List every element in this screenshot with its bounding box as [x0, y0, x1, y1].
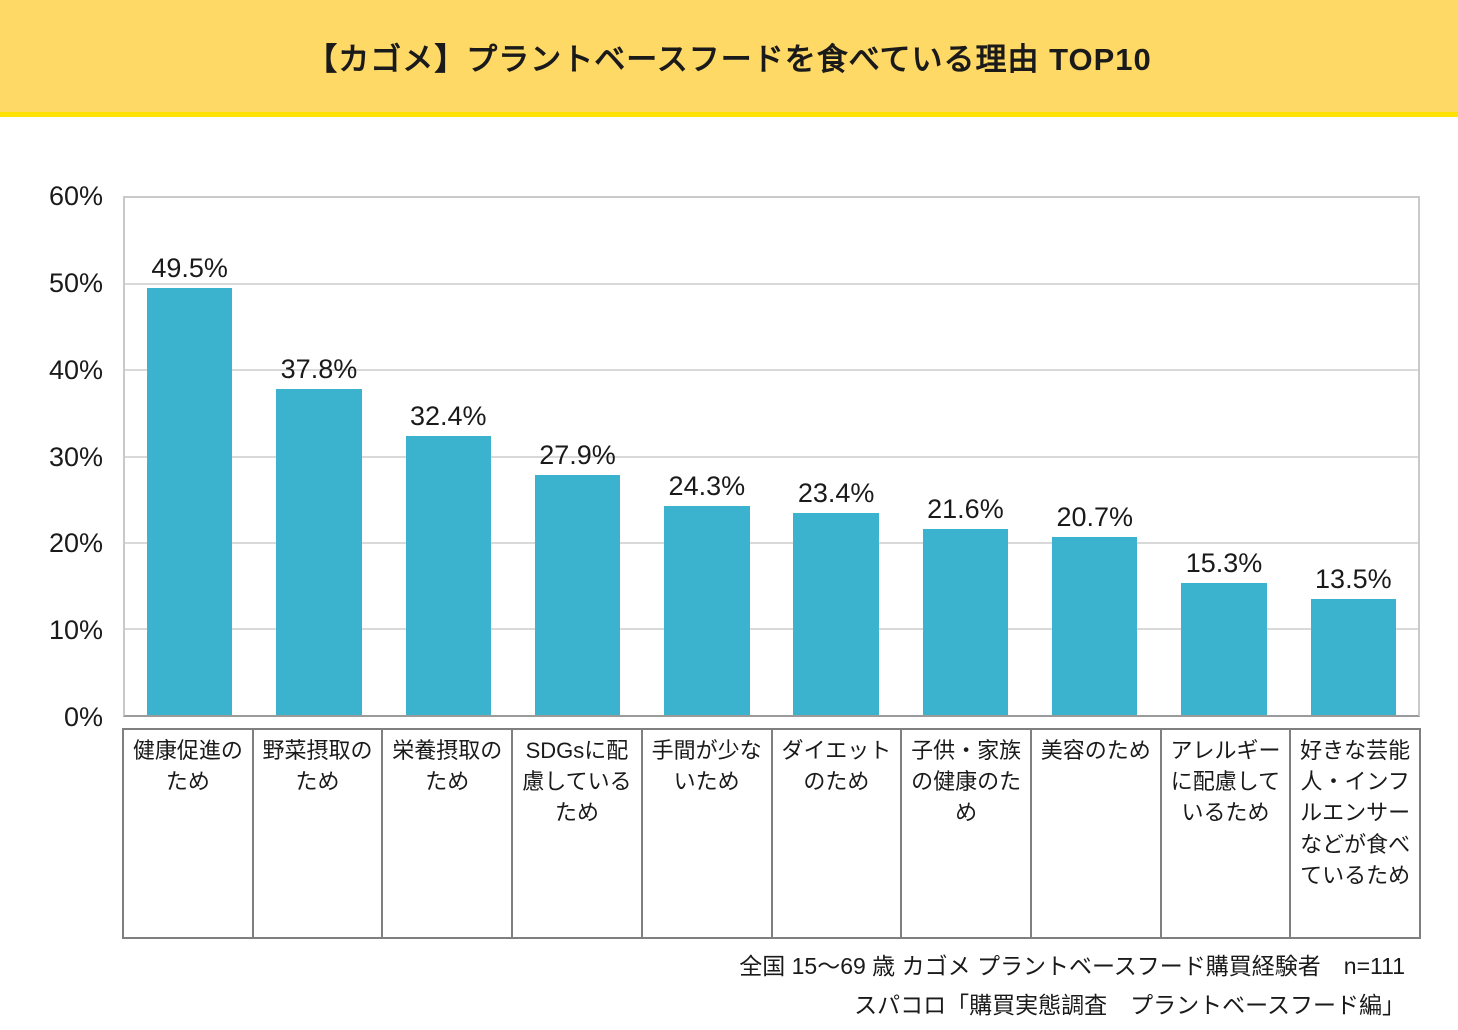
- title-banner: 【カゴメ】プラントベースフードを食べている理由 TOP10: [0, 0, 1458, 117]
- bar: [1181, 583, 1267, 715]
- category-label-cell: 子供・家族の健康のため: [902, 730, 1032, 937]
- value-label: 15.3%: [1185, 548, 1263, 579]
- bar-slot: 23.4%: [771, 198, 900, 715]
- value-label: 13.5%: [1315, 563, 1392, 594]
- y-tick-label: 40%: [48, 354, 103, 385]
- bar-slot: 21.6%: [901, 198, 1030, 715]
- gridline: [125, 369, 1418, 372]
- bar: [664, 505, 750, 715]
- y-tick-label: 30%: [48, 441, 103, 472]
- source-note-line2: スパコロ「購買実態調査 プラントベースフード編」: [854, 992, 1405, 1018]
- bar: [793, 513, 879, 715]
- gridline: [125, 283, 1418, 286]
- category-label-cell: 手間が少ないため: [643, 730, 773, 937]
- y-tick-label: 0%: [63, 702, 103, 732]
- bar-slot: 32.4%: [384, 198, 513, 715]
- category-label-cell: SDGsに配慮しているため: [513, 730, 643, 937]
- bar-slot: 13.5%: [1289, 198, 1418, 715]
- gridline: [125, 541, 1418, 544]
- bar: [1310, 598, 1396, 715]
- category-axis-table: 健康促進のため 野菜摂取のため 栄養摂取のため SDGsに配慮しているため 手間が少ない…: [122, 728, 1421, 939]
- gridline: [125, 455, 1418, 458]
- bar: [922, 528, 1009, 715]
- category-label-cell: 栄養摂取のため: [383, 730, 514, 937]
- category-label-cell: 野菜摂取のため: [254, 730, 384, 937]
- category-label-cell: 健康促進のため: [124, 730, 254, 937]
- category-label-cell: アレルギーに配慮しているため: [1162, 730, 1292, 937]
- gridline: [125, 627, 1418, 630]
- category-label-cell: 美容のため: [1032, 730, 1162, 937]
- y-tick-label: 50%: [48, 267, 103, 298]
- bar-slot: 20.7%: [1030, 198, 1159, 715]
- y-tick-label: 10%: [48, 615, 103, 646]
- bar-slot: 24.3%: [642, 198, 771, 715]
- bar-slot: 15.3%: [1159, 198, 1288, 715]
- bars: 49.5% 37.8% 32.4% 27.9% 24.3% 23.4% 21.6% 20.7%…: [125, 198, 1418, 715]
- bar: [405, 435, 491, 715]
- page-title: 【カゴメ】プラントベースフードを食べている理由 TOP10: [306, 41, 1152, 77]
- bar: [1052, 536, 1138, 715]
- bar: [534, 474, 621, 715]
- bar: [146, 288, 233, 715]
- bar-slot: 27.9%: [513, 198, 642, 715]
- value-label: 23.4%: [797, 478, 875, 509]
- source-note-line1: 全国 15～69 歳 カゴメ プラントベースフード購買経験者 n=111: [739, 953, 1405, 979]
- value-label: 24.3%: [668, 470, 746, 501]
- value-label: 27.9%: [539, 439, 616, 470]
- bar-slot: 37.8%: [254, 198, 383, 715]
- value-label: 37.8%: [280, 354, 358, 385]
- bar-slot: 49.5%: [125, 198, 254, 715]
- y-tick-label: 20%: [48, 528, 103, 559]
- plot-area: 49.5% 37.8% 32.4% 27.9% 24.3% 23.4% 21.6% 20.7%…: [123, 196, 1420, 717]
- value-label: 49.5%: [151, 253, 228, 284]
- value-label: 20.7%: [1056, 501, 1133, 532]
- source-note: 全国 15～69 歳 カゴメ プラントベースフード購買経験者 n=111 スパコ…: [739, 947, 1405, 1025]
- y-tick-label: 60%: [48, 181, 103, 211]
- bar: [276, 389, 362, 715]
- category-label-cell: ダイエットのため: [773, 730, 903, 937]
- category-label-cell: 好きな芸能人・インフルエンサーなどが食べているため: [1300, 738, 1411, 888]
- value-label: 32.4%: [409, 400, 487, 431]
- value-label: 21.6%: [927, 493, 1004, 524]
